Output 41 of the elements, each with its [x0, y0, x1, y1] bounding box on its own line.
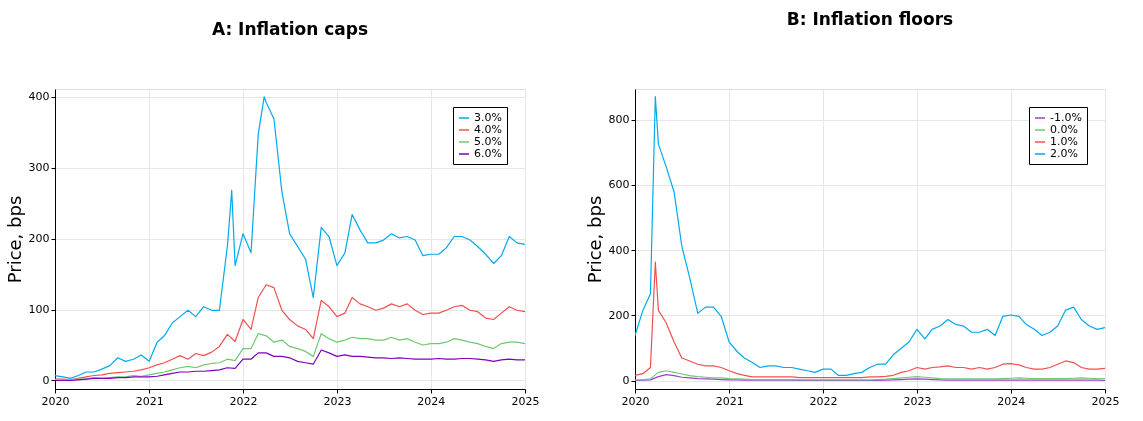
legend-label: 4.0%: [474, 123, 502, 136]
line-series: [55, 96, 525, 379]
chart-title: B: Inflation floors: [786, 9, 954, 29]
y-tick-label: 100: [28, 303, 50, 317]
y-axis-title: Price, bps: [3, 195, 25, 284]
line-series: [635, 370, 1105, 381]
x-tick-label: 2023: [323, 394, 352, 408]
x-tick-label: 2025: [511, 394, 540, 408]
y-axis-title: Price, bps: [583, 195, 605, 284]
x-tick-label: 2022: [809, 394, 838, 408]
y-tick-label: 200: [608, 308, 630, 322]
x-tick-label: 2025: [1091, 394, 1120, 408]
y-tick-label: 0: [42, 373, 50, 387]
y-tick-label: 200: [28, 232, 50, 246]
y-tick-label: 600: [608, 178, 630, 192]
legend-label: -1.0%: [1050, 111, 1082, 124]
line-series: [55, 333, 525, 381]
legend-label: 5.0%: [474, 135, 502, 148]
y-tick-label: 400: [608, 243, 630, 257]
x-tick-label: 2020: [621, 394, 650, 408]
y-tick-label: 400: [28, 90, 50, 104]
line-series: [635, 261, 1105, 379]
chart-title: A: Inflation caps: [211, 19, 369, 39]
legend-label: 2.0%: [1050, 147, 1078, 160]
y-tick-label: 0: [622, 374, 630, 388]
x-tick-label: 2022: [229, 394, 258, 408]
legend-label: 6.0%: [474, 147, 502, 160]
x-tick-label: 2020: [41, 394, 70, 408]
x-tick-label: 2024: [997, 394, 1026, 408]
legend-label: 1.0%: [1050, 135, 1078, 148]
line-series: [55, 284, 525, 381]
line-series: [55, 349, 525, 382]
line-series: [635, 95, 1105, 376]
y-tick-label: 300: [28, 161, 50, 175]
legend-label: 3.0%: [474, 111, 502, 124]
x-tick-label: 2024: [417, 394, 446, 408]
y-tick-label: 800: [608, 113, 630, 127]
x-tick-label: 2021: [135, 394, 164, 408]
legend-label: 0.0%: [1050, 123, 1078, 136]
x-tick-label: 2021: [715, 394, 744, 408]
x-tick-label: 2023: [903, 394, 932, 408]
